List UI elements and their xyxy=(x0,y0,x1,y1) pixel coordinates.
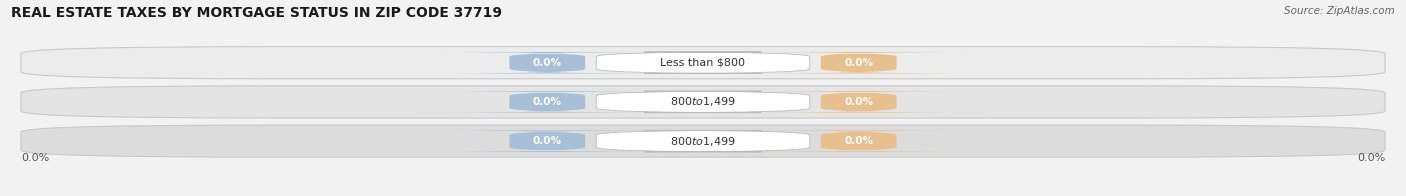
Text: 0.0%: 0.0% xyxy=(844,136,873,146)
FancyBboxPatch shape xyxy=(731,91,986,113)
FancyBboxPatch shape xyxy=(596,91,810,113)
FancyBboxPatch shape xyxy=(21,125,1385,157)
FancyBboxPatch shape xyxy=(21,47,1385,79)
FancyBboxPatch shape xyxy=(420,130,675,152)
FancyBboxPatch shape xyxy=(420,52,675,74)
Text: 0.0%: 0.0% xyxy=(1357,152,1385,163)
FancyBboxPatch shape xyxy=(21,86,1385,118)
Text: 0.0%: 0.0% xyxy=(533,58,562,68)
FancyBboxPatch shape xyxy=(596,52,810,74)
FancyBboxPatch shape xyxy=(731,130,986,152)
Text: 0.0%: 0.0% xyxy=(21,152,49,163)
Text: 0.0%: 0.0% xyxy=(533,136,562,146)
Text: Less than $800: Less than $800 xyxy=(661,58,745,68)
Text: 0.0%: 0.0% xyxy=(844,58,873,68)
Text: $800 to $1,499: $800 to $1,499 xyxy=(671,135,735,148)
Text: 0.0%: 0.0% xyxy=(533,97,562,107)
Text: REAL ESTATE TAXES BY MORTGAGE STATUS IN ZIP CODE 37719: REAL ESTATE TAXES BY MORTGAGE STATUS IN … xyxy=(11,6,502,20)
Text: Source: ZipAtlas.com: Source: ZipAtlas.com xyxy=(1284,6,1395,16)
Text: 0.0%: 0.0% xyxy=(844,97,873,107)
FancyBboxPatch shape xyxy=(731,52,986,74)
FancyBboxPatch shape xyxy=(596,130,810,152)
FancyBboxPatch shape xyxy=(420,91,675,113)
Text: $800 to $1,499: $800 to $1,499 xyxy=(671,95,735,108)
